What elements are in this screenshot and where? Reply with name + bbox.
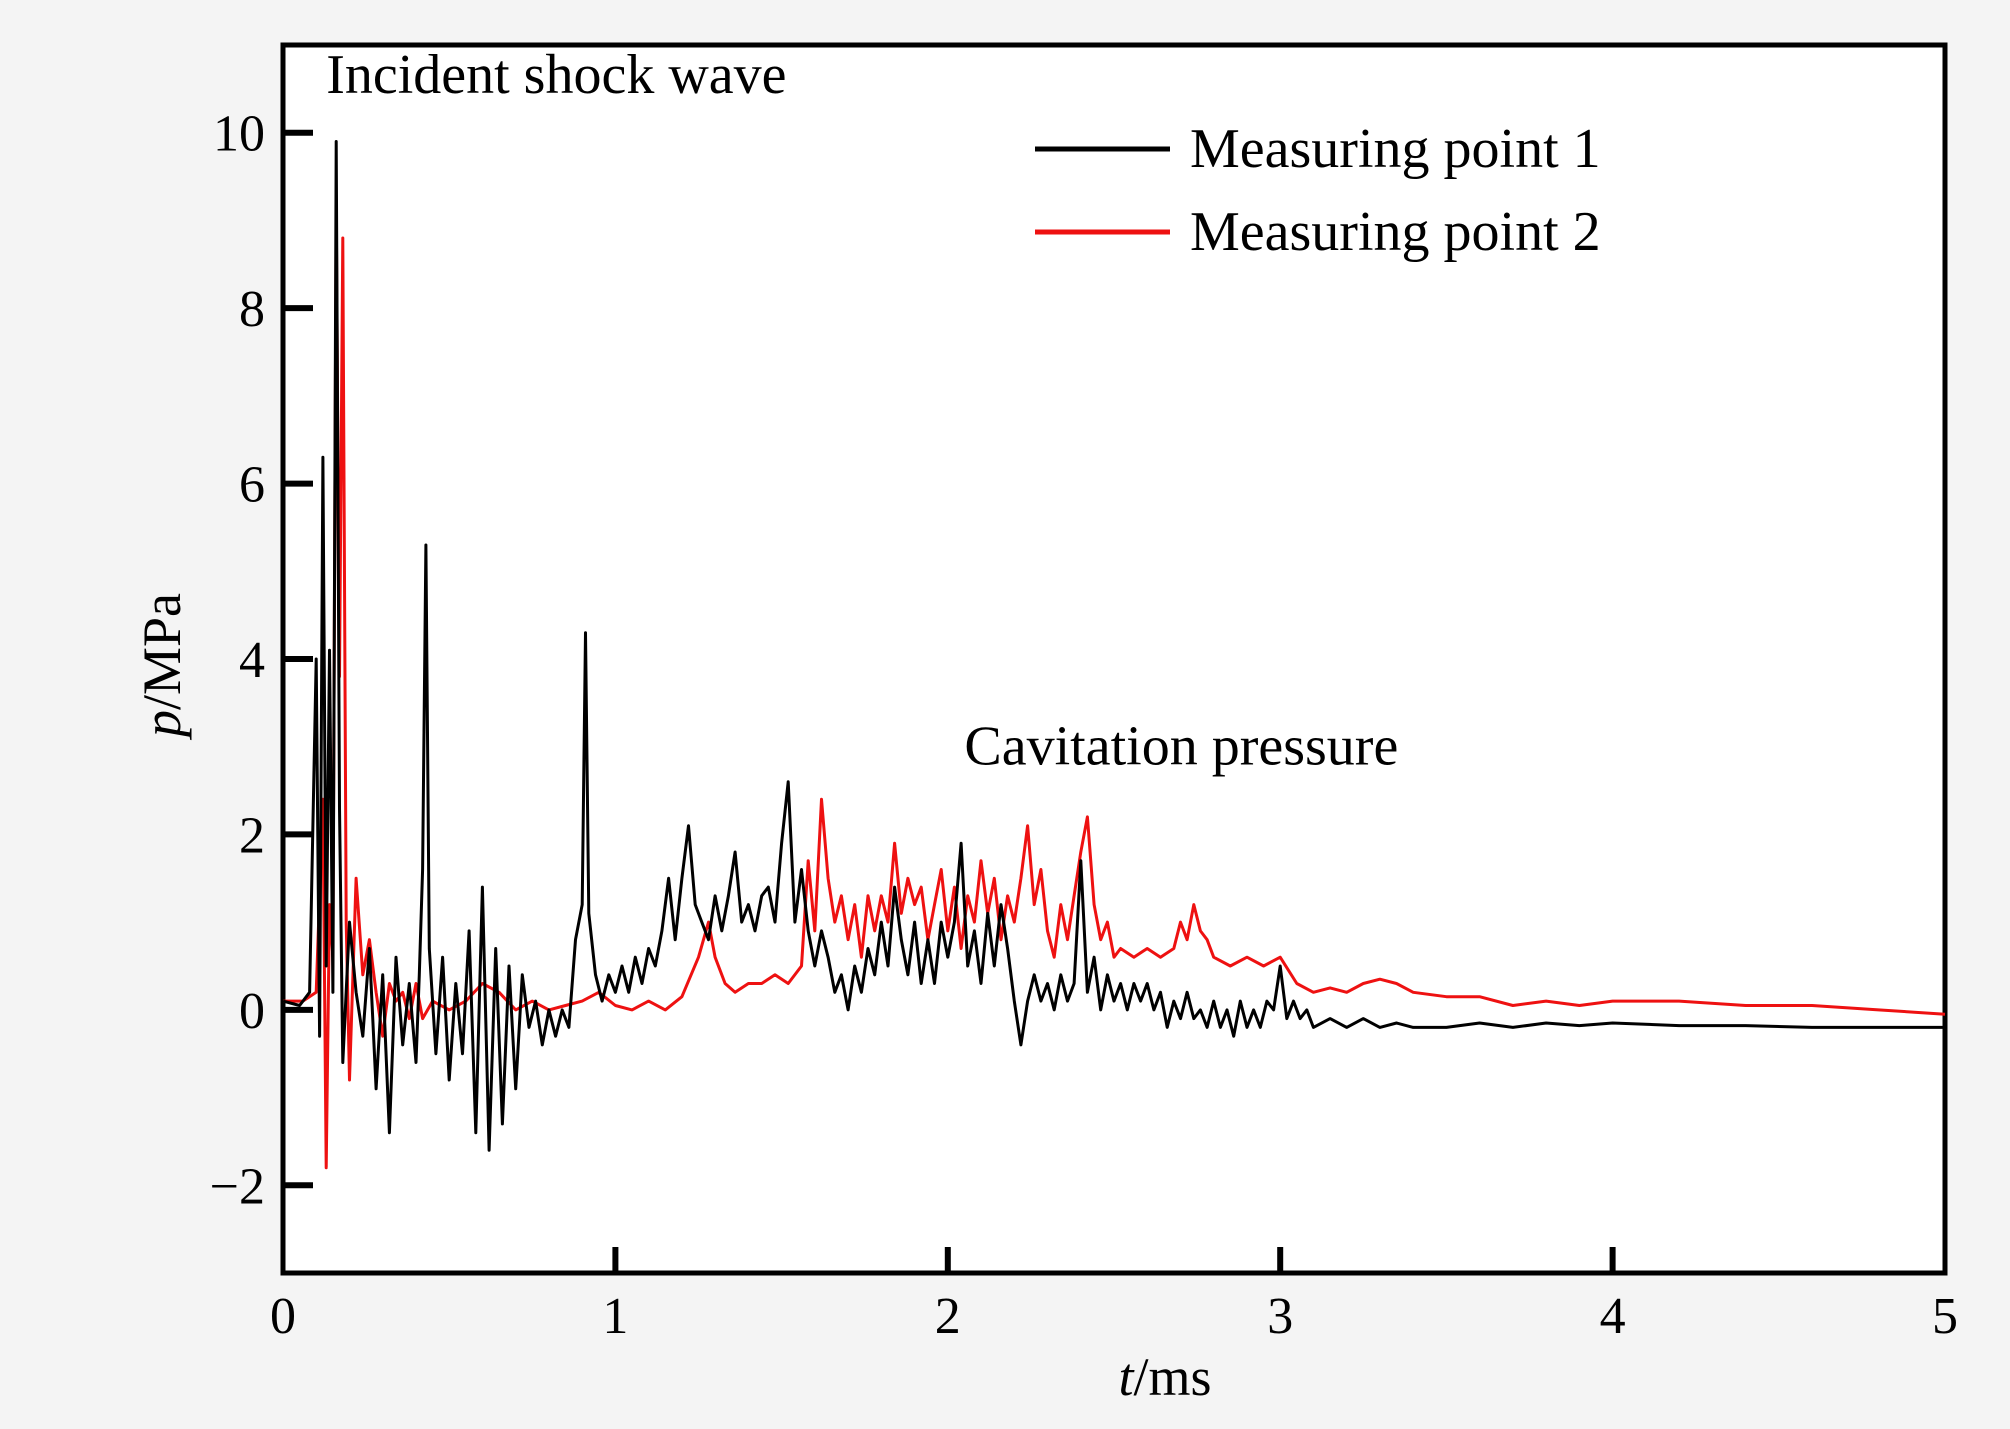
axis-ticks: 0 1 2 3 4 5 −2 0 2 4 6 8 10 [210, 106, 1958, 1345]
y-tick-label-8: 8 [239, 281, 265, 338]
x-tick-label-5: 5 [1932, 1288, 1958, 1345]
y-axis-title-symbol: p [132, 710, 192, 741]
y-tick-label-6: 6 [239, 457, 265, 514]
y-tick-label-2: 2 [239, 807, 265, 864]
annotation-incident-shock-wave: Incident shock wave [326, 44, 786, 106]
x-axis-title-symbol: t [1118, 1347, 1135, 1407]
x-axis-title: t/ms [1118, 1347, 1211, 1407]
x-tick-label-3: 3 [1267, 1288, 1293, 1345]
x-tick-label-0: 0 [270, 1288, 296, 1345]
x-tick-label-1: 1 [602, 1288, 628, 1345]
x-tick-label-2: 2 [935, 1288, 961, 1345]
y-tick-label-10: 10 [213, 106, 265, 163]
y-tick-label-4: 4 [239, 632, 265, 689]
plot-area-frame [280, 42, 1948, 1276]
legend-label-measuring-point-2: Measuring point 2 [1190, 201, 1601, 263]
series-line-measuring-point-1 [282, 140, 1945, 1152]
y-tick-label--2: −2 [210, 1158, 265, 1215]
x-tick-label-4: 4 [1600, 1288, 1626, 1345]
legend-label-measuring-point-1: Measuring point 1 [1190, 118, 1601, 180]
y-axis-title-unit: /MPa [132, 593, 192, 710]
x-axis-title-unit: /ms [1133, 1347, 1211, 1407]
y-tick-label-0: 0 [239, 983, 265, 1040]
legend: Measuring point 1 Measuring point 2 [1035, 118, 1601, 263]
series-lines [282, 140, 1946, 1170]
y-axis-title: p/MPa [132, 593, 192, 741]
annotation-cavitation-pressure: Cavitation pressure [964, 715, 1398, 777]
